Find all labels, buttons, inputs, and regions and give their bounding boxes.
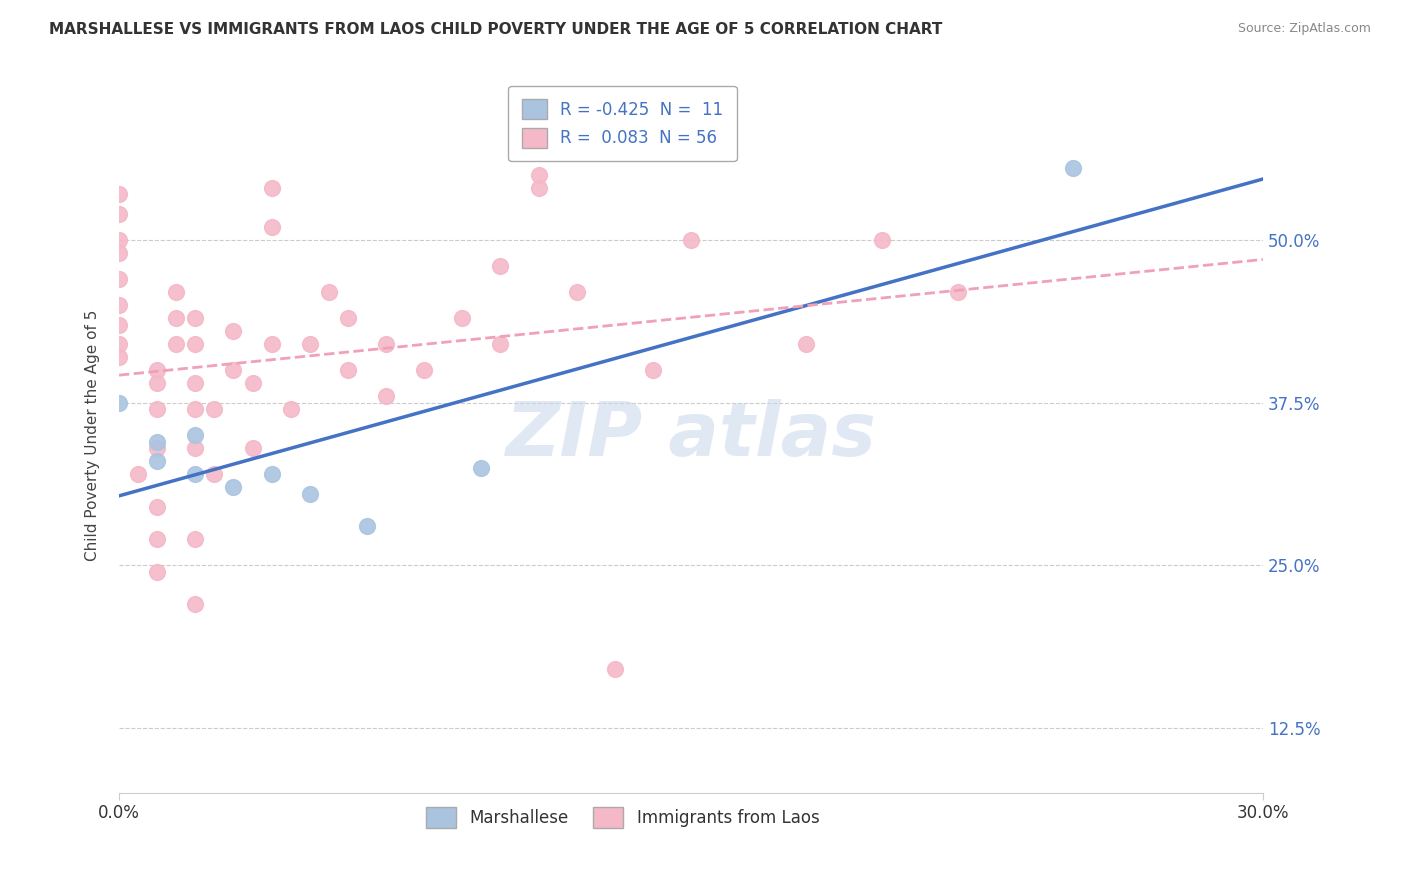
Point bbox=[451, 311, 474, 326]
Point bbox=[375, 337, 398, 351]
Point bbox=[146, 434, 169, 449]
Point bbox=[184, 376, 207, 390]
Point bbox=[146, 565, 169, 579]
Legend: Marshallese, Immigrants from Laos: Marshallese, Immigrants from Laos bbox=[419, 801, 825, 834]
Point bbox=[184, 467, 207, 481]
Point bbox=[108, 395, 131, 409]
Point bbox=[108, 246, 131, 260]
Point bbox=[318, 285, 340, 299]
Point bbox=[165, 337, 187, 351]
Point bbox=[184, 532, 207, 546]
Point bbox=[184, 402, 207, 417]
Point bbox=[794, 337, 817, 351]
Point bbox=[108, 207, 131, 221]
Point bbox=[356, 519, 378, 533]
Point bbox=[108, 337, 131, 351]
Point bbox=[527, 168, 550, 182]
Point bbox=[1062, 161, 1084, 176]
Point bbox=[603, 662, 626, 676]
Point bbox=[946, 285, 969, 299]
Point bbox=[222, 363, 245, 377]
Point bbox=[470, 460, 492, 475]
Point bbox=[242, 441, 264, 455]
Point bbox=[165, 285, 187, 299]
Point bbox=[260, 181, 283, 195]
Point bbox=[184, 441, 207, 455]
Point bbox=[280, 402, 302, 417]
Point bbox=[260, 467, 283, 481]
Point bbox=[870, 233, 893, 247]
Point bbox=[202, 467, 225, 481]
Y-axis label: Child Poverty Under the Age of 5: Child Poverty Under the Age of 5 bbox=[86, 310, 100, 561]
Point bbox=[146, 500, 169, 514]
Point bbox=[527, 181, 550, 195]
Text: MARSHALLESE VS IMMIGRANTS FROM LAOS CHILD POVERTY UNDER THE AGE OF 5 CORRELATION: MARSHALLESE VS IMMIGRANTS FROM LAOS CHIL… bbox=[49, 22, 942, 37]
Point bbox=[489, 337, 512, 351]
Point bbox=[184, 311, 207, 326]
Point bbox=[184, 428, 207, 442]
Text: ZIP atlas: ZIP atlas bbox=[506, 399, 876, 472]
Point bbox=[184, 597, 207, 611]
Point bbox=[127, 467, 149, 481]
Point bbox=[202, 402, 225, 417]
Point bbox=[108, 187, 131, 202]
Point bbox=[681, 233, 703, 247]
Point bbox=[242, 376, 264, 390]
Point bbox=[146, 532, 169, 546]
Point bbox=[375, 389, 398, 403]
Point bbox=[108, 298, 131, 312]
Point bbox=[489, 259, 512, 273]
Point bbox=[146, 454, 169, 468]
Point bbox=[336, 311, 359, 326]
Point bbox=[108, 233, 131, 247]
Point bbox=[565, 285, 588, 299]
Point bbox=[260, 337, 283, 351]
Point bbox=[165, 311, 187, 326]
Point bbox=[184, 337, 207, 351]
Point bbox=[260, 219, 283, 234]
Point bbox=[146, 376, 169, 390]
Point bbox=[146, 441, 169, 455]
Point bbox=[298, 337, 321, 351]
Point bbox=[108, 318, 131, 332]
Point bbox=[641, 363, 664, 377]
Point bbox=[146, 402, 169, 417]
Point bbox=[336, 363, 359, 377]
Point bbox=[222, 480, 245, 494]
Point bbox=[298, 486, 321, 500]
Point bbox=[222, 324, 245, 338]
Point bbox=[108, 272, 131, 286]
Point bbox=[108, 350, 131, 364]
Point bbox=[413, 363, 436, 377]
Point bbox=[146, 363, 169, 377]
Text: Source: ZipAtlas.com: Source: ZipAtlas.com bbox=[1237, 22, 1371, 36]
